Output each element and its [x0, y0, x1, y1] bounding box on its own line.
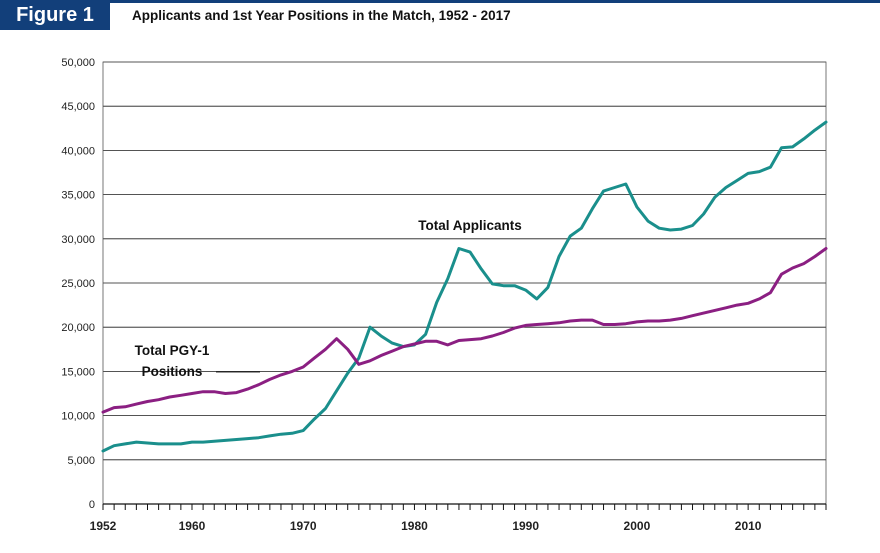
annotation-total-pgy1-line2: Positions [142, 364, 203, 379]
y-tick-label: 30,000 [61, 234, 95, 246]
y-tick-label: 45,000 [61, 101, 95, 113]
x-tick-label: 1990 [512, 519, 539, 533]
annotation-total-pgy1-line1: Total PGY-1 [135, 343, 210, 358]
x-tick-label: 1960 [179, 519, 206, 533]
x-tick-label: 2000 [624, 519, 651, 533]
axes: 0 5,000 10,000 15,000 20,000 25,000 30,000 35,0… [61, 57, 827, 533]
y-tick-label: 20,000 [61, 322, 95, 334]
y-tick-label: 10,000 [61, 411, 95, 423]
x-tick-label: 1980 [401, 519, 428, 533]
y-tick-label: 15,000 [61, 366, 95, 378]
series-total-pgy1-positions-line [101, 247, 828, 414]
series-lines [101, 120, 828, 453]
series-total-applicants-line [101, 120, 828, 453]
y-tick-label: 5,000 [67, 455, 95, 467]
x-tick-label: 1952 [90, 519, 117, 533]
figure-label: Figure 1 [0, 0, 110, 30]
y-tick-label: 0 [89, 499, 95, 511]
chart-title: Applicants and 1st Year Positions in the… [132, 8, 511, 23]
gridlines [103, 61, 826, 461]
y-tick-label: 25,000 [61, 278, 95, 290]
annotations: Total Applicants Total PGY-1 Positions [135, 218, 522, 379]
x-tick-label: 2010 [735, 519, 762, 533]
x-tick-label: 1970 [290, 519, 317, 533]
y-tick-label: 35,000 [61, 190, 95, 202]
y-tick-label: 50,000 [61, 57, 95, 69]
y-tick-label: 40,000 [61, 145, 95, 157]
header-rule [110, 0, 880, 3]
annotation-total-applicants: Total Applicants [418, 218, 522, 233]
